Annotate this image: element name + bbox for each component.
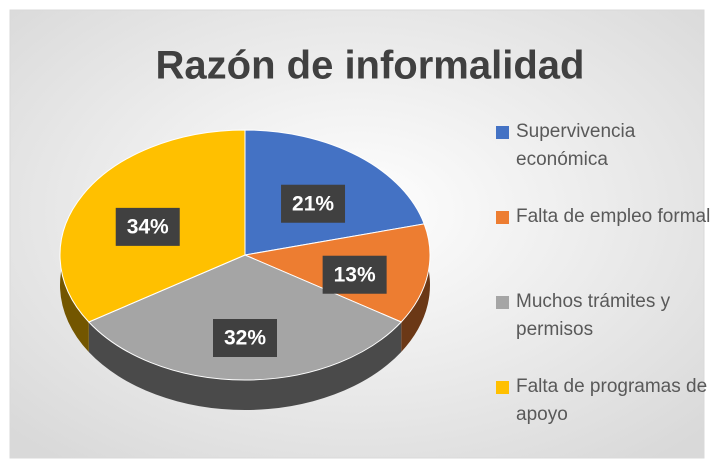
pie-slice [87, 254, 403, 381]
data-label-box [322, 255, 387, 294]
slice-side [88, 321, 402, 411]
legend-label: Falta de empleo formal [516, 206, 711, 227]
data-label-box [281, 184, 346, 223]
legend-label: Supervivencia económica [516, 121, 636, 170]
legend-swatch [496, 296, 509, 309]
legend-label: Muchos trámites y permisos [516, 291, 671, 340]
data-label: 21% [292, 192, 334, 215]
chart-title: Razón de informalidad [156, 44, 585, 88]
legend-swatch [496, 381, 509, 394]
legend-swatch [496, 211, 509, 224]
legend-swatch [496, 126, 509, 139]
data-label: 13% [334, 263, 376, 286]
legend: Supervivencia económica Falta de empleo f… [496, 118, 711, 458]
data-label-box [115, 207, 180, 246]
data-label-box [213, 319, 277, 357]
data-label: 32% [224, 327, 266, 350]
slice-side [401, 223, 431, 352]
legend-label: Falta de programas de apoyo [516, 376, 708, 425]
data-label: 34% [127, 215, 169, 238]
legend-item: Falta de empleo formal [496, 203, 711, 288]
legend-item: Muchos trámites y permisos [496, 288, 711, 373]
legend-item: Supervivencia económica [496, 118, 711, 203]
legend-item: Falta de programas de apoyo [496, 373, 711, 458]
